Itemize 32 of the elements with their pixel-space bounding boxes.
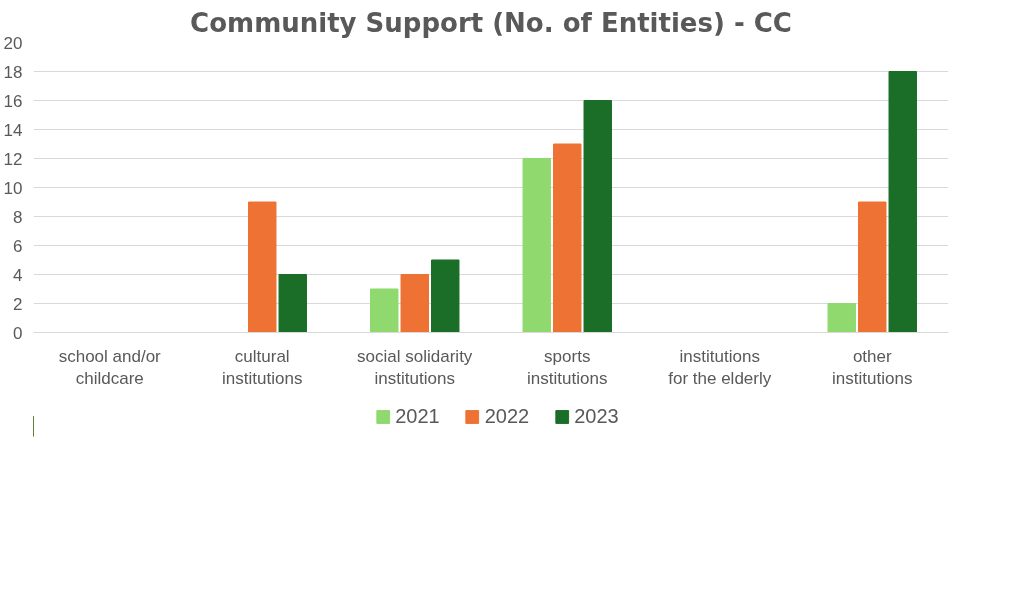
y-tick-label: 14 bbox=[3, 120, 23, 140]
bar bbox=[522, 158, 551, 333]
y-tick-label: 18 bbox=[3, 62, 23, 82]
y-tick-label: 4 bbox=[13, 265, 23, 285]
x-tick-label: social solidarity institutions bbox=[357, 346, 473, 389]
y-tick-label: 8 bbox=[13, 207, 23, 227]
bar bbox=[431, 259, 460, 333]
y-tick-label: 20 bbox=[3, 33, 23, 53]
bar bbox=[278, 274, 307, 333]
y-tick-label: 16 bbox=[3, 91, 23, 111]
y-tick-label: 10 bbox=[3, 178, 23, 198]
legend-label: 2022 bbox=[484, 404, 530, 428]
y-tick-label: 0 bbox=[13, 323, 23, 343]
chart-title: Community Support (No. of Entities) - CC bbox=[190, 7, 792, 38]
x-tick-label: school and/or childcare bbox=[58, 346, 162, 389]
legend-label: 2023 bbox=[574, 404, 619, 428]
x-tick-label: other institutions bbox=[832, 346, 913, 389]
bar bbox=[248, 201, 277, 333]
bar bbox=[858, 201, 887, 333]
y-tick-label: 12 bbox=[3, 149, 23, 169]
bar bbox=[400, 274, 429, 333]
legend-label: 2021 bbox=[395, 404, 440, 428]
x-tick-label: institutions for the elderly bbox=[668, 346, 772, 389]
y-tick-label: 2 bbox=[13, 294, 23, 314]
y-tick-label: 6 bbox=[13, 236, 23, 256]
bar bbox=[370, 288, 399, 333]
x-tick-label: sports institutions bbox=[527, 346, 608, 389]
bar bbox=[553, 143, 582, 333]
bar bbox=[888, 71, 917, 333]
bar bbox=[827, 303, 856, 333]
x-tick-label: cultural institutions bbox=[222, 346, 303, 389]
bar bbox=[583, 100, 612, 333]
